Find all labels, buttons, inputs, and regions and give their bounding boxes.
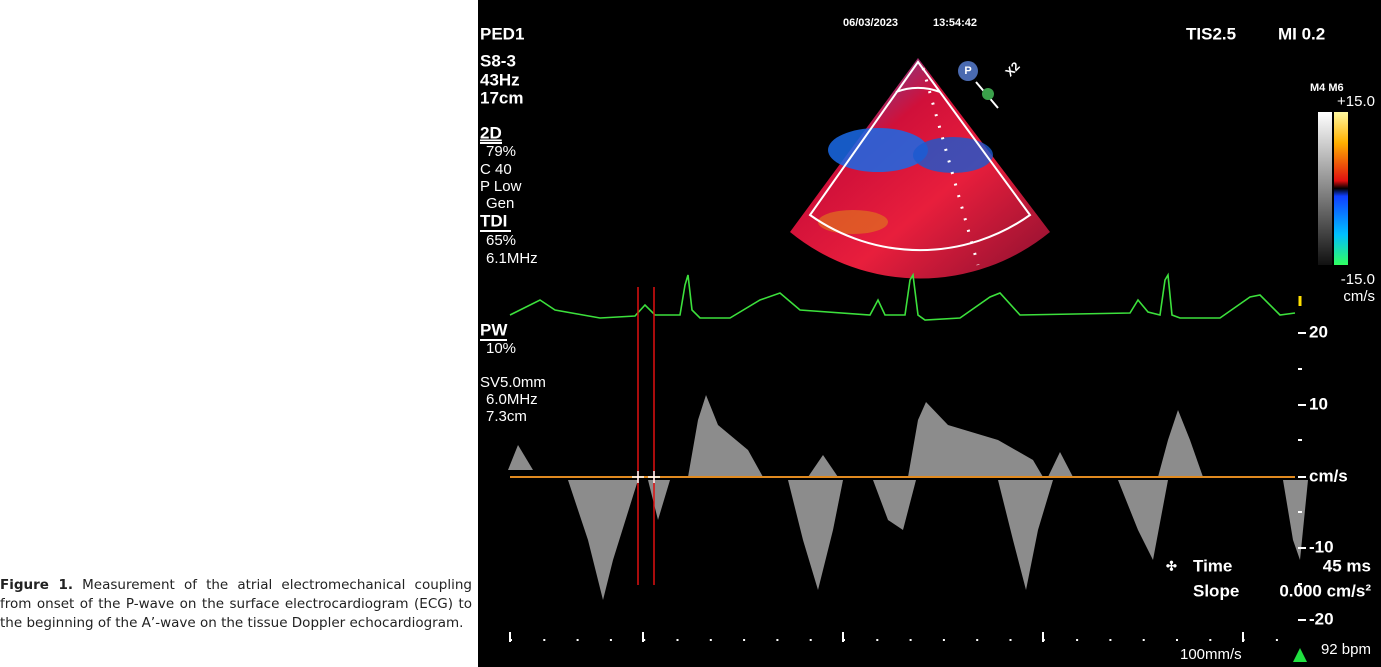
color-flow [913, 137, 993, 173]
color-flow [828, 128, 928, 172]
mi: MI 0.2 [1278, 24, 1325, 43]
zoom-marker [982, 88, 994, 100]
caption-label: Figure 1. [0, 577, 73, 593]
color-flow [818, 210, 888, 234]
mode-label: 2D [480, 123, 502, 142]
caliper-symbol: ✣ [1166, 558, 1177, 573]
scale-label: cm/s [1309, 466, 1348, 485]
gray-bar [1318, 112, 1332, 265]
date: 06/03/2023 [843, 17, 898, 29]
color-unit: cm/s [1343, 288, 1375, 305]
mode-setting: Gen [486, 195, 514, 212]
time: 13:54:42 [933, 17, 977, 29]
sample-setting: 7.3cm [486, 408, 527, 425]
color-min: -15.0 [1341, 271, 1375, 288]
mode-setting: 6.1MHz [486, 250, 538, 267]
measure-label: Slope [1193, 581, 1239, 600]
figure-caption: Figure 1. Measurement of the atrial elec… [0, 576, 472, 633]
color-bar [1334, 112, 1348, 265]
heart-rate: 92 bpm [1321, 641, 1371, 658]
preset: PED1 [480, 24, 524, 43]
ultrasound-image: P X2 PED1 06/03/2023 13:54:42 TIS2.5 MI … [478, 0, 1381, 667]
scale-label: 10 [1309, 394, 1328, 413]
mode-setting: C 40 [480, 161, 512, 178]
setting: 17cm [480, 88, 523, 107]
scale-label: -10 [1309, 537, 1334, 556]
mode-setting: 79% [486, 143, 516, 160]
measure-label: Time [1193, 556, 1232, 575]
setting: S8-3 [480, 51, 516, 70]
sample-setting: 6.0MHz [486, 391, 538, 408]
tis: TIS2.5 [1186, 24, 1236, 43]
sample-setting: SV5.0mm [480, 374, 546, 391]
measure-value: 0.000 cm/s² [1279, 581, 1371, 600]
page: {"caption": {"label": "Figure 1.", "text… [0, 0, 1381, 667]
measure-value: 45 ms [1323, 556, 1371, 575]
mode-setting: P Low [480, 178, 522, 195]
mode-setting: 10% [486, 340, 516, 357]
scale-label: -20 [1309, 609, 1334, 628]
mode-label: PW [480, 320, 508, 339]
sweep-speed: 100mm/s [1180, 646, 1242, 663]
color-max: +15.0 [1337, 93, 1375, 110]
setting: 43Hz [480, 70, 520, 89]
scale-label: 20 [1309, 322, 1328, 341]
probe-icon-label: P [964, 65, 971, 77]
mode-setting: 65% [486, 232, 516, 249]
mode-label: TDI [480, 211, 507, 230]
